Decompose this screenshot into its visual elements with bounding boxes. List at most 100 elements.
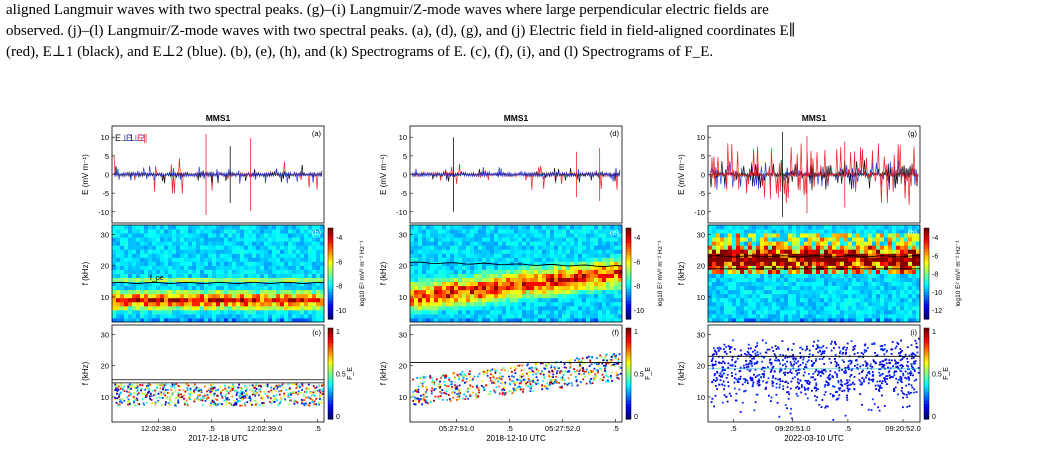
fe-dot [519, 377, 521, 379]
spectrogram-cell [144, 265, 149, 270]
spectrogram-cell [728, 301, 733, 307]
spectrogram-cell [606, 257, 611, 262]
fe-dot [483, 388, 486, 391]
spectrogram-cell [180, 265, 185, 270]
spectrogram-cell [760, 265, 765, 270]
spectrogram-cell [434, 237, 439, 242]
spectrogram-cell [736, 269, 741, 274]
fe-dot [189, 387, 192, 390]
spectrogram-cell [530, 285, 535, 291]
spectrogram-cell [720, 289, 725, 295]
fe-dot [274, 389, 277, 392]
spectrogram-cell [732, 253, 737, 258]
fe-dot [569, 363, 572, 366]
spectrogram-cell [582, 253, 587, 258]
spectrogram-cell [610, 297, 615, 303]
spectrogram-cell [216, 245, 221, 250]
fe-dot [481, 370, 484, 372]
fe-dot [557, 367, 560, 370]
spectrogram-cell [454, 249, 459, 254]
spectrogram-cell [296, 285, 301, 291]
spectrogram-cell [598, 269, 603, 274]
spectrogram-cell [120, 233, 125, 238]
spectrogram-cell [316, 289, 321, 295]
spectrogram-cell [574, 253, 579, 258]
spectrogram-cell [184, 237, 189, 242]
spectrogram-cell [128, 253, 133, 258]
fe-dot [164, 391, 167, 393]
spectrogram-cell [256, 257, 261, 262]
spectrogram-cell [160, 293, 165, 299]
spectrogram-cell [252, 237, 257, 242]
spectrogram-cell [780, 241, 785, 246]
spectrogram-cell [514, 241, 519, 246]
spectrogram-cell [442, 261, 447, 266]
spectrogram-cell [546, 245, 551, 250]
fe-dot [419, 377, 422, 379]
spectrogram-cell [598, 293, 603, 299]
spectrogram-cell [248, 229, 253, 234]
fe-dot [550, 375, 552, 378]
spectrogram-cell [792, 225, 797, 230]
spectrogram-cell [144, 233, 149, 238]
spectrogram-cell [610, 237, 615, 242]
fe-dot [600, 356, 603, 359]
spectrogram-cell [446, 245, 451, 250]
spectrogram-cell [728, 305, 733, 311]
spectrogram-cell [614, 273, 619, 278]
spectrogram-cell [836, 309, 841, 315]
spectrogram-cell [708, 289, 713, 295]
spectrogram-cell [530, 233, 535, 238]
spectrogram-cell [438, 281, 443, 287]
spectrogram-cell [570, 253, 575, 258]
fe-dot [167, 388, 169, 391]
spectrogram-cell [510, 261, 515, 266]
spectrogram-cell [558, 301, 563, 307]
spectrogram-cell [156, 289, 161, 295]
spectrogram-cell [316, 318, 321, 322]
spectrogram-cell [728, 233, 733, 238]
colorbar-swatch [626, 315, 631, 320]
spectrogram-cell [446, 261, 451, 266]
spectrogram-cell [188, 289, 193, 295]
spectrogram-cell [184, 293, 189, 299]
spectrogram-cell [840, 261, 845, 266]
spectrogram-cell [184, 285, 189, 291]
spectrogram-cell [542, 273, 547, 278]
colorbar-swatch [626, 285, 631, 290]
spectrogram-cell [728, 277, 733, 282]
spectrogram-cell [438, 237, 443, 242]
fe-dot [532, 381, 535, 383]
fe-dot [429, 375, 432, 377]
spectrogram-cell [530, 261, 535, 266]
fe-dot [245, 394, 248, 397]
fe-dot [211, 401, 214, 403]
spectrogram-cell [792, 261, 797, 266]
spectrogram-cell [418, 253, 423, 258]
fe-dot [498, 372, 501, 374]
fe-dot [613, 363, 616, 366]
fe-dot [305, 402, 307, 405]
spectrogram-cell [300, 253, 305, 258]
spectrogram-cell [550, 269, 555, 274]
spectrogram-cell [486, 269, 491, 274]
spectrogram-cell [602, 281, 607, 287]
spectrogram-cell [422, 273, 427, 278]
fe-dot [267, 396, 270, 399]
fe-dot [206, 398, 208, 400]
spectrogram-cell [808, 233, 813, 238]
spectrogram-cell [510, 305, 515, 311]
spectrogram-cell [140, 237, 145, 242]
spectrogram-cell [840, 249, 845, 254]
fe-dot [148, 390, 150, 393]
y-tick-label: 0 [701, 171, 705, 180]
fe-dot [554, 368, 556, 370]
spectrogram-cell [494, 273, 499, 278]
spectrogram-cell [426, 305, 431, 311]
spectrogram-cell [510, 281, 515, 287]
spectrogram-cell [478, 309, 483, 315]
spectrogram-cell [498, 318, 503, 322]
spectrogram-cell [748, 301, 753, 307]
spectrogram-cell [204, 305, 209, 311]
spectrogram-cell [224, 305, 229, 311]
